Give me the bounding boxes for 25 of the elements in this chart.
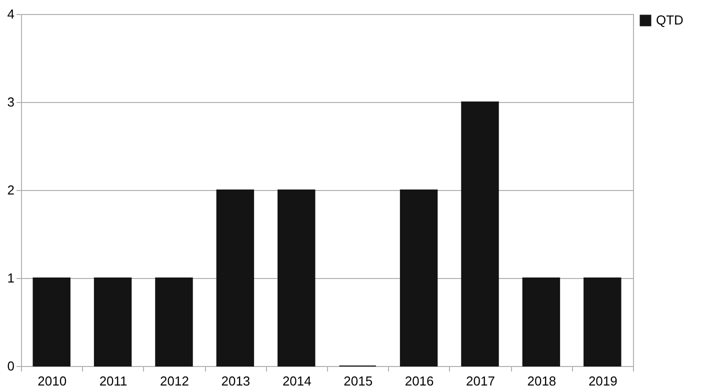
x-tick-label: 2016 — [404, 374, 434, 387]
y-tick-label: 3 — [7, 94, 14, 110]
x-tick-label: 2014 — [282, 374, 312, 387]
y-tick-label: 2 — [7, 182, 14, 198]
y-tick-label: 0 — [7, 358, 14, 374]
y-tick-label: 4 — [7, 6, 14, 22]
x-tick-label: 2019 — [588, 374, 618, 387]
legend-label: QTD — [656, 12, 684, 28]
bar — [584, 278, 622, 366]
x-tick-label: 2017 — [466, 374, 495, 387]
bar — [155, 278, 193, 366]
bar — [216, 190, 254, 366]
bar — [32, 278, 70, 366]
x-tick-label: 2010 — [38, 374, 67, 387]
bar — [522, 278, 560, 366]
bar — [94, 278, 132, 366]
bar — [400, 190, 438, 366]
x-tick-label: 2015 — [344, 374, 373, 387]
x-tick-label: 2018 — [527, 374, 556, 387]
x-tick-label: 2011 — [99, 374, 128, 387]
x-tick-label: 2013 — [221, 374, 250, 387]
bar — [461, 102, 499, 366]
y-tick-label: 1 — [7, 270, 14, 286]
bar — [278, 190, 316, 366]
x-tick-label: 2012 — [160, 374, 189, 387]
